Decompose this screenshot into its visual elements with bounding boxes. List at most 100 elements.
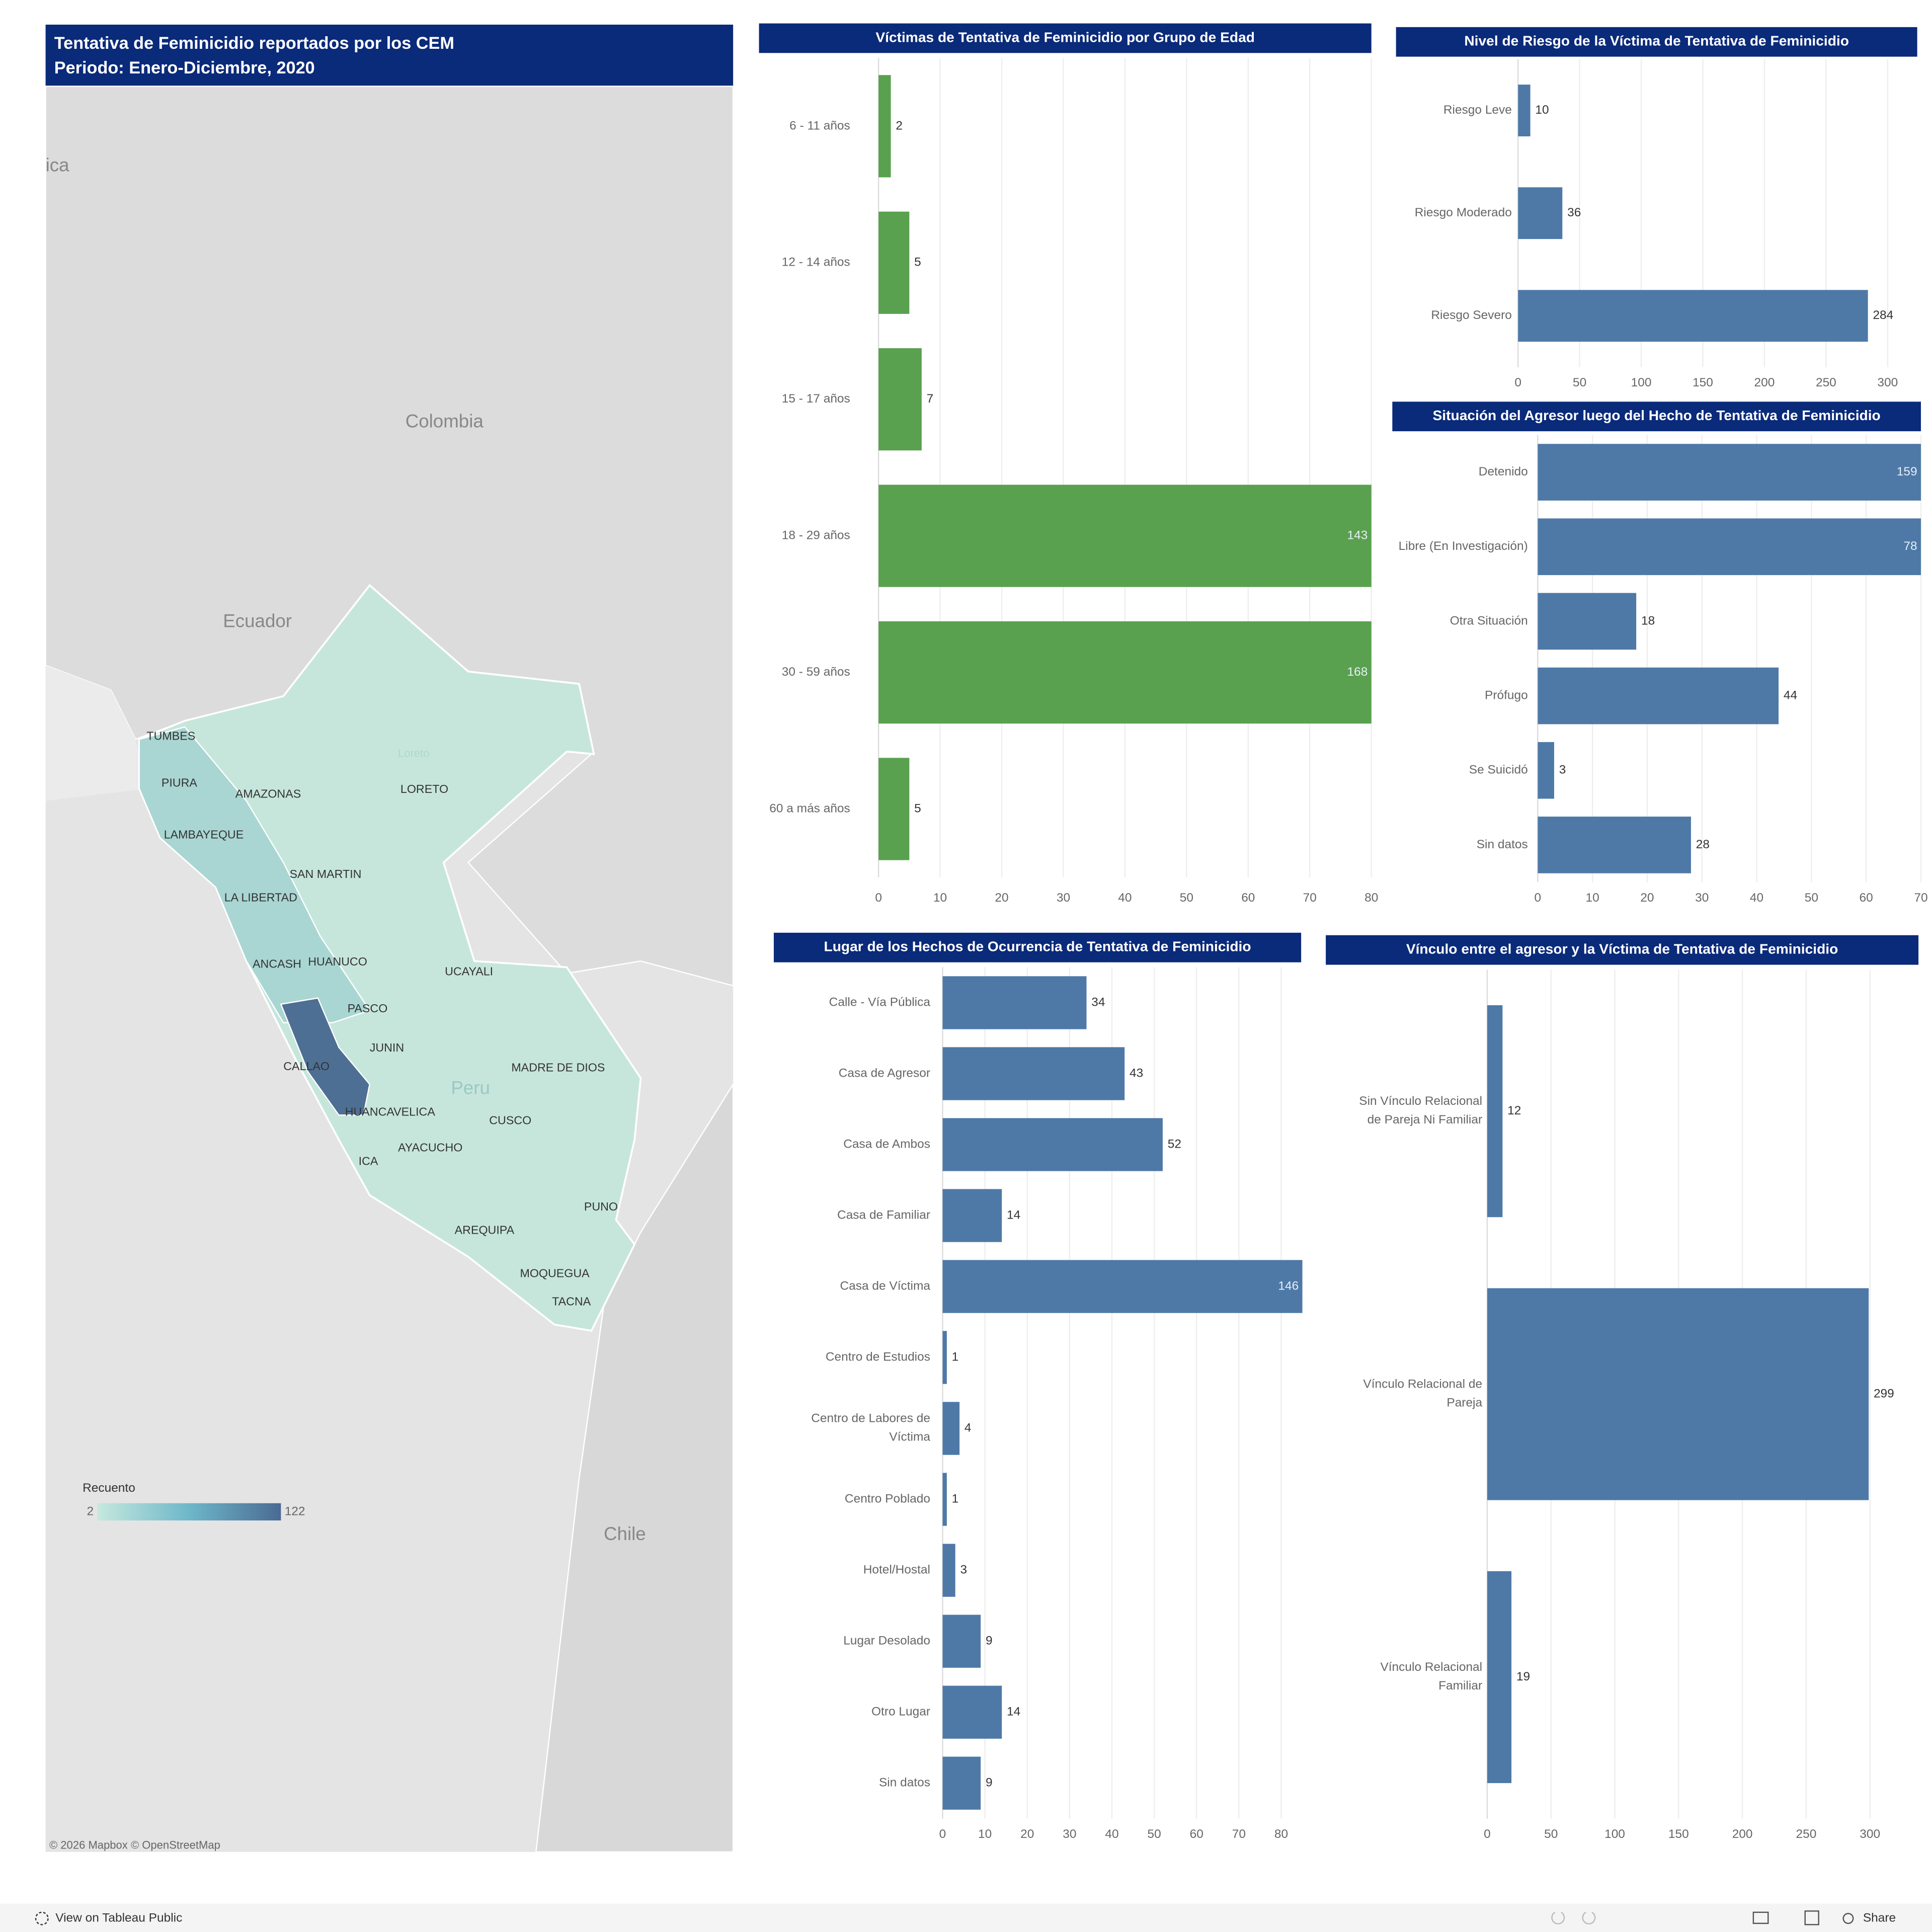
data-label: 19	[1516, 1670, 1530, 1683]
x-tick-label: 250	[1816, 376, 1836, 389]
data-label: 14	[1007, 1705, 1020, 1719]
bar	[1538, 593, 1637, 650]
y-tick-label: 60 a más años	[769, 801, 850, 815]
chart-header	[773, 932, 1302, 962]
region-label: AREQUIPA	[455, 1224, 515, 1237]
x-tick-label: 50	[1544, 1827, 1558, 1841]
y-tick-label: Casa de Ambos	[843, 1137, 930, 1151]
x-tick-label: 20	[1640, 891, 1654, 905]
data-label: 5	[914, 801, 921, 815]
undo-redo[interactable]	[1551, 1911, 1596, 1924]
data-label: 43	[1130, 1066, 1143, 1080]
x-tick-label: 70	[1303, 891, 1317, 905]
bar	[942, 1331, 947, 1384]
y-tick-label: 12 - 14 años	[782, 256, 850, 269]
data-label: 44	[1784, 689, 1797, 702]
country-label: Ecuador	[223, 610, 292, 631]
share-icon[interactable]	[1842, 1913, 1854, 1924]
data-label: 18	[1641, 614, 1655, 627]
x-tick-label: 60	[1190, 1827, 1203, 1841]
y-tick-label: Prófugo	[1485, 689, 1528, 702]
bar	[1538, 817, 1691, 873]
chart-title: Nivel de Riesgo de la Víctima de Tentati…	[1464, 33, 1849, 49]
x-tick-label: 30	[1063, 1827, 1076, 1841]
footer-bar	[0, 1903, 1932, 1932]
region-label: ICA	[359, 1155, 378, 1168]
peru-regions	[138, 584, 642, 1332]
region-label: MOQUEGUA	[520, 1266, 590, 1279]
bar-chart: Nivel de Riesgo de la Víctima de Tentati…	[1396, 27, 1917, 389]
y-tick-label: Vínculo Relacional Familiar	[1380, 1661, 1482, 1693]
data-label: 3	[960, 1563, 968, 1577]
charts: Víctimas de Tentativa de Feminicidio por…	[759, 23, 1928, 1841]
data-label: 4	[964, 1421, 972, 1435]
x-tick-label: 50	[1180, 891, 1193, 905]
data-label: 299	[1874, 1387, 1894, 1400]
data-label: 9	[986, 1634, 993, 1648]
region-label: TACNA	[552, 1295, 591, 1308]
region-label: ANCASH	[253, 957, 301, 971]
y-tick-label: Riesgo Severo	[1431, 308, 1512, 322]
y-tick-label: Riesgo Moderado	[1415, 206, 1512, 219]
legend-gradient	[97, 1503, 281, 1521]
x-tick-label: 40	[1105, 1827, 1118, 1841]
bar	[1538, 667, 1779, 725]
chart-title: Lugar de los Hechos de Ocurrencia de Ten…	[824, 939, 1251, 954]
bar	[878, 758, 910, 860]
bar	[1538, 518, 1921, 576]
share-button[interactable]: Share	[1863, 1911, 1896, 1925]
bar-chart: Vínculo entre el agresor y la Víctima de…	[1326, 935, 1919, 1841]
x-tick-label: 100	[1631, 376, 1652, 389]
data-label: 12	[1507, 1104, 1521, 1117]
region-label: HUANCAVELICA	[345, 1105, 436, 1118]
bar	[942, 1615, 981, 1668]
region-label: SAN MARTIN	[290, 867, 362, 880]
bar-chart: Lugar de los Hechos de Ocurrencia de Ten…	[773, 932, 1303, 1841]
data-label: 146	[1278, 1279, 1299, 1293]
map-header	[45, 24, 734, 87]
chart-header	[1392, 401, 1921, 432]
chart-header	[1396, 27, 1917, 57]
bar	[942, 1189, 1002, 1242]
bar	[1487, 1288, 1869, 1500]
fullscreen-icon[interactable]	[1804, 1910, 1819, 1925]
y-tick-label: Centro de Estudios	[826, 1350, 930, 1364]
x-tick-label: 80	[1364, 891, 1378, 905]
data-label: 14	[1007, 1208, 1020, 1222]
x-tick-label: 100	[1604, 1827, 1625, 1841]
bar-chart: Víctimas de Tentativa de Feminicidio por…	[759, 23, 1378, 905]
chart-header	[1326, 935, 1919, 965]
region-label: AMAZONAS	[235, 787, 301, 800]
country-label: Peru	[451, 1078, 490, 1098]
x-tick-label: 0	[1535, 891, 1542, 905]
legend-max: 122	[285, 1504, 305, 1518]
data-label: 168	[1347, 665, 1368, 679]
device-icon[interactable]	[1752, 1911, 1769, 1924]
x-tick-label: 40	[1118, 891, 1132, 905]
coastal-regions	[138, 726, 371, 1023]
x-tick-label: 250	[1796, 1827, 1816, 1841]
y-tick-label: Casa de Familiar	[837, 1208, 930, 1222]
tableau-icon	[35, 1911, 49, 1925]
country-label: ica	[46, 154, 70, 175]
data-label: 28	[1696, 838, 1710, 851]
data-label: 10	[1535, 103, 1549, 117]
bar	[942, 1260, 1303, 1313]
y-tick-label: Calle - Vía Pública	[829, 995, 931, 1009]
region-label: MADRE DE DIOS	[511, 1061, 605, 1074]
data-label: 143	[1347, 529, 1368, 542]
x-tick-label: 200	[1732, 1827, 1753, 1841]
bar	[1518, 85, 1531, 137]
y-tick-label: Hotel/Hostal	[863, 1563, 930, 1577]
tableau-link[interactable]: View on Tableau Public	[55, 1911, 182, 1925]
x-tick-label: 60	[1860, 891, 1873, 905]
x-tick-label: 0	[1484, 1827, 1491, 1841]
region-label: PASCO	[348, 1002, 388, 1015]
x-tick-label: 50	[1805, 891, 1818, 905]
x-tick-label: 10	[933, 891, 947, 905]
bar-chart: Situación del Agresor luego del Hecho de…	[1392, 401, 1928, 905]
bar	[942, 1685, 1002, 1739]
x-tick-label: 0	[1514, 376, 1521, 389]
attribution: © 2026 Mapbox © OpenStreetMap	[49, 1838, 220, 1851]
y-tick-label: Lugar Desolado	[843, 1634, 930, 1648]
